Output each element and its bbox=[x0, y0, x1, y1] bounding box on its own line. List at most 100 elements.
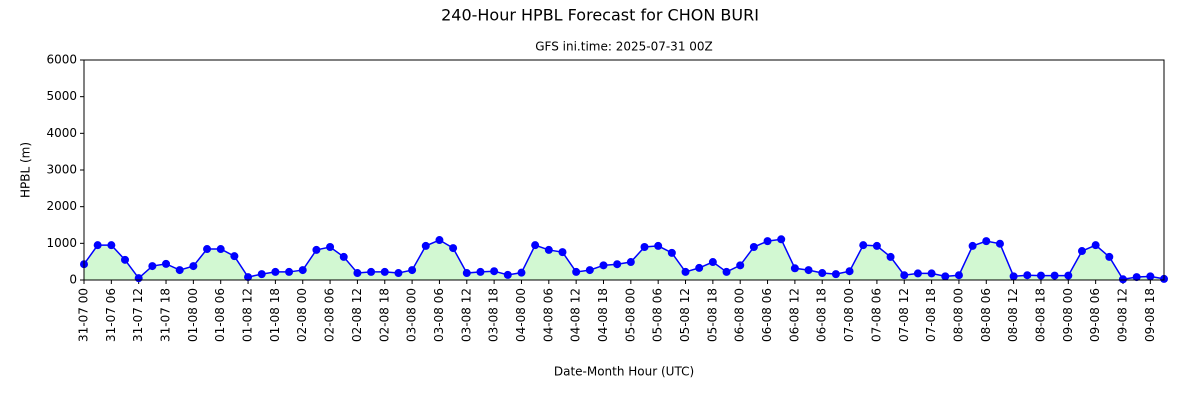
x-tick-label: 06-08 06 bbox=[760, 288, 774, 342]
point bbox=[763, 237, 772, 246]
point bbox=[1132, 273, 1141, 282]
point bbox=[312, 245, 321, 254]
point bbox=[1077, 247, 1086, 256]
point bbox=[790, 264, 799, 273]
x-tick-label: 31-07 00 bbox=[77, 288, 91, 342]
point bbox=[326, 243, 335, 251]
x-tick-label: 07-08 18 bbox=[924, 288, 938, 342]
x-tick-label: 03-08 06 bbox=[432, 288, 446, 342]
point bbox=[421, 241, 430, 250]
point bbox=[531, 241, 540, 250]
point bbox=[1036, 271, 1045, 280]
point bbox=[954, 271, 963, 280]
point bbox=[271, 267, 280, 276]
x-tick-label: 02-08 18 bbox=[377, 288, 391, 342]
point bbox=[927, 269, 936, 278]
point bbox=[708, 258, 717, 267]
point bbox=[1064, 271, 1073, 280]
point bbox=[298, 266, 307, 275]
point bbox=[982, 237, 991, 246]
point bbox=[394, 269, 403, 278]
y-tick-label: 6000 bbox=[46, 53, 77, 67]
point bbox=[667, 248, 676, 257]
point bbox=[503, 270, 512, 279]
point bbox=[626, 258, 635, 267]
point bbox=[544, 245, 553, 254]
x-tick-label: 31-07 18 bbox=[159, 288, 173, 342]
point bbox=[695, 263, 704, 272]
point bbox=[585, 266, 594, 275]
point bbox=[353, 269, 362, 278]
x-tick-label: 04-08 12 bbox=[569, 288, 583, 342]
point bbox=[900, 271, 909, 280]
point bbox=[1118, 275, 1127, 284]
point bbox=[968, 241, 977, 250]
point bbox=[107, 241, 116, 250]
x-tick-label: 05-08 18 bbox=[705, 288, 719, 342]
x-tick-label: 02-08 00 bbox=[295, 288, 309, 342]
point bbox=[148, 262, 157, 271]
x-tick-label: 04-08 06 bbox=[541, 288, 555, 342]
point bbox=[1091, 241, 1100, 250]
x-tick-label: 01-08 00 bbox=[186, 288, 200, 342]
point bbox=[831, 270, 840, 279]
point bbox=[449, 244, 458, 253]
point bbox=[380, 267, 389, 276]
point bbox=[995, 239, 1004, 248]
point bbox=[599, 261, 608, 270]
point bbox=[257, 270, 266, 279]
point bbox=[408, 266, 417, 275]
x-tick-label: 08-08 18 bbox=[1033, 288, 1047, 342]
point bbox=[367, 267, 376, 276]
x-tick-label: 04-08 00 bbox=[514, 288, 528, 342]
point bbox=[1105, 252, 1114, 261]
point bbox=[613, 260, 622, 269]
y-tick-label: 0 bbox=[69, 273, 77, 287]
point bbox=[490, 267, 499, 276]
point bbox=[681, 267, 690, 276]
point bbox=[189, 262, 198, 271]
point bbox=[476, 267, 485, 276]
x-axis-label: Date-Month Hour (UTC) bbox=[554, 365, 694, 379]
x-tick-label: 09-08 00 bbox=[1061, 288, 1075, 342]
point bbox=[804, 266, 813, 275]
x-tick-label: 01-08 12 bbox=[241, 288, 255, 342]
x-tick-label: 02-08 12 bbox=[350, 288, 364, 342]
x-tick-label: 31-07 06 bbox=[104, 288, 118, 342]
y-axis-label: HPBL (m) bbox=[19, 142, 33, 198]
x-tick-label: 08-08 12 bbox=[1006, 288, 1020, 342]
x-tick-label: 04-08 18 bbox=[596, 288, 610, 342]
point bbox=[134, 274, 143, 283]
y-tick-label: 3000 bbox=[46, 163, 77, 177]
x-tick-label: 01-08 06 bbox=[213, 288, 227, 342]
point bbox=[654, 241, 663, 250]
y-tick-label: 1000 bbox=[46, 236, 77, 250]
point bbox=[175, 266, 184, 275]
y-tick-label: 5000 bbox=[46, 89, 77, 103]
x-tick-label: 08-08 06 bbox=[979, 288, 993, 342]
point bbox=[1023, 271, 1032, 280]
x-tick-label: 03-08 00 bbox=[405, 288, 419, 342]
point bbox=[749, 243, 758, 251]
point bbox=[859, 241, 868, 250]
point bbox=[216, 245, 225, 254]
point bbox=[1050, 271, 1059, 280]
point bbox=[872, 241, 881, 250]
x-tick-label: 09-08 06 bbox=[1088, 288, 1102, 342]
point bbox=[462, 269, 471, 278]
y-tick-label: 2000 bbox=[46, 199, 77, 213]
point bbox=[913, 269, 922, 278]
point bbox=[818, 269, 827, 278]
point bbox=[230, 252, 239, 261]
point bbox=[1146, 272, 1155, 281]
x-tick-label: 01-08 18 bbox=[268, 288, 282, 342]
x-tick-label: 07-08 00 bbox=[842, 288, 856, 342]
x-tick-label: 05-08 06 bbox=[651, 288, 665, 342]
point bbox=[339, 252, 348, 261]
point bbox=[722, 267, 731, 276]
x-tick-label: 07-08 12 bbox=[897, 288, 911, 342]
point bbox=[93, 241, 102, 250]
x-tick-label: 05-08 12 bbox=[678, 288, 692, 342]
x-tick-label: 31-07 12 bbox=[131, 288, 145, 342]
